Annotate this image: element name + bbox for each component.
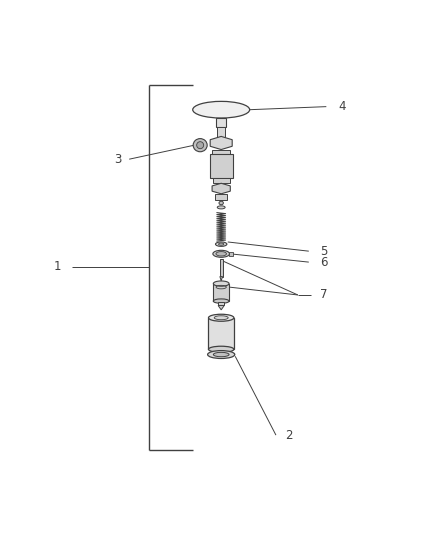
Text: 1: 1 [53, 260, 61, 273]
Text: 4: 4 [338, 100, 346, 113]
Ellipse shape [216, 252, 226, 256]
Text: 5: 5 [321, 245, 328, 257]
Ellipse shape [219, 201, 223, 205]
Bar [229, 252, 233, 255]
Bar [218, 302, 224, 305]
Text: 2: 2 [285, 429, 293, 442]
Text: 3: 3 [115, 152, 122, 166]
Ellipse shape [208, 314, 234, 321]
Polygon shape [212, 183, 230, 194]
Bar [208, 318, 234, 349]
Bar [213, 284, 229, 301]
Polygon shape [210, 136, 232, 150]
Ellipse shape [214, 316, 228, 320]
Bar [215, 194, 227, 200]
Polygon shape [220, 277, 223, 281]
Ellipse shape [213, 251, 230, 257]
Ellipse shape [217, 206, 225, 209]
Ellipse shape [193, 139, 207, 152]
Ellipse shape [197, 142, 204, 149]
Polygon shape [218, 305, 224, 310]
Ellipse shape [208, 346, 234, 352]
Text: 7: 7 [320, 288, 328, 302]
Bar [220, 259, 223, 277]
Ellipse shape [213, 299, 229, 303]
Ellipse shape [213, 352, 229, 357]
Bar [217, 127, 225, 138]
Bar [213, 178, 230, 183]
Bar [212, 150, 230, 154]
Ellipse shape [215, 242, 227, 246]
Ellipse shape [213, 281, 229, 286]
Ellipse shape [208, 351, 235, 359]
Ellipse shape [219, 243, 224, 245]
Bar [210, 154, 233, 178]
Ellipse shape [193, 101, 250, 118]
Text: 6: 6 [320, 256, 328, 269]
Bar [216, 118, 226, 127]
